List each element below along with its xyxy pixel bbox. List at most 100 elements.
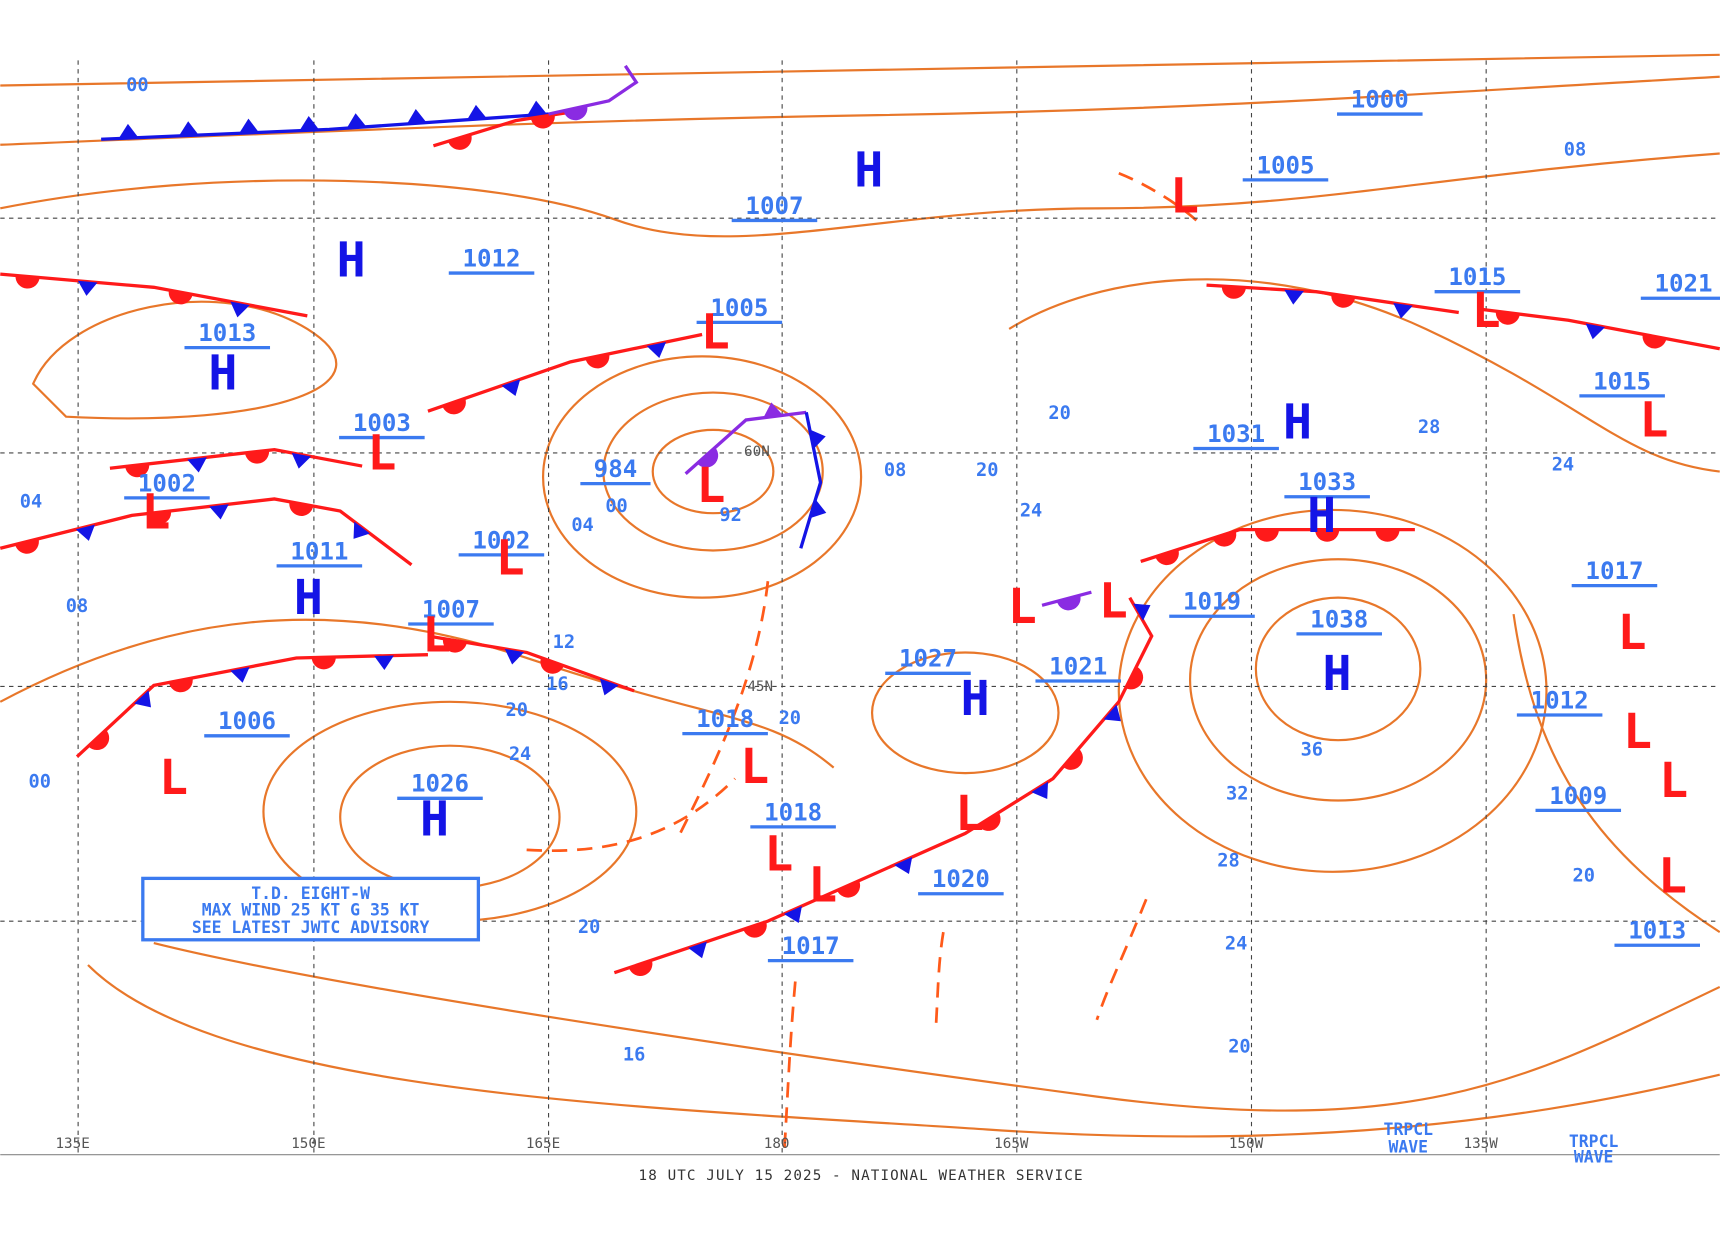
low-symbol: L — [1658, 849, 1687, 905]
front — [109, 447, 363, 470]
low-symbol: L — [1472, 283, 1501, 339]
pressure-label: 1005 — [1256, 151, 1314, 179]
troughs — [526, 171, 1203, 1152]
pressure-label: 1015 — [1448, 263, 1506, 291]
front-semicircle — [1642, 334, 1667, 349]
low-symbol: L — [701, 305, 730, 361]
isobar-label: 16 — [546, 674, 568, 695]
isobar-label: 24 — [1552, 454, 1574, 475]
graticule — [0, 60, 1720, 1156]
front-triangle — [763, 402, 783, 418]
pressure-label: 984 — [594, 455, 638, 483]
front-triangle — [77, 280, 98, 296]
pressure-label: 1007 — [745, 192, 803, 220]
front-semicircle — [628, 960, 653, 977]
tropical-wave-label: WAVE — [1389, 1138, 1429, 1157]
front-semicircle — [837, 880, 861, 898]
front-semicircle — [1495, 311, 1520, 325]
pressure-label: 1021 — [1049, 652, 1107, 680]
isobar-label: 24 — [1020, 501, 1042, 522]
trough — [678, 581, 770, 835]
pressure-label: 1011 — [290, 537, 348, 565]
high-symbol: H — [294, 570, 323, 626]
front-triangle — [178, 121, 199, 136]
longitude-label: 165W — [994, 1136, 1029, 1152]
low-symbol: L — [1659, 753, 1688, 809]
isobar-label: 20 — [1228, 1037, 1250, 1058]
longitude-label: 135W — [1464, 1136, 1499, 1152]
front-semicircle — [978, 812, 1001, 831]
high-symbol: H — [961, 671, 990, 727]
front-semicircle — [1155, 549, 1179, 566]
isobar-label: 00 — [29, 771, 51, 792]
front-semicircle — [289, 501, 314, 516]
front-triangle — [75, 524, 95, 541]
pressure-label: 1018 — [696, 705, 754, 733]
front-semicircle — [530, 114, 555, 129]
isobar — [870, 651, 1060, 775]
front-semicircle — [1125, 666, 1144, 690]
front-triangle — [1133, 603, 1151, 621]
front — [799, 411, 823, 549]
isobar-label: 00 — [605, 496, 627, 517]
front — [75, 653, 428, 758]
high-symbol: H — [1322, 646, 1351, 702]
low-symbol: L — [1099, 573, 1128, 629]
front-semicircle — [15, 538, 39, 554]
isobar — [1512, 613, 1720, 934]
pressure-label: 1026 — [411, 770, 469, 798]
low-symbol: L — [955, 786, 984, 842]
front-semicircle — [697, 447, 719, 468]
pressure-label: 1012 — [463, 244, 521, 272]
tropical-wave-label: TRPCL — [1569, 1132, 1619, 1151]
low-symbol: L — [696, 458, 725, 514]
front-triangle — [230, 666, 250, 683]
front-semicircle — [1221, 286, 1246, 299]
low-symbol: L — [159, 750, 188, 806]
low-symbol: L — [496, 531, 525, 587]
front-triangle — [504, 648, 525, 665]
front-triangle — [467, 104, 487, 120]
low-symbol: L — [808, 857, 837, 913]
pressure-label: 1003 — [353, 409, 411, 437]
advisory-line: SEE LATEST JWTC ADVISORY — [192, 918, 430, 937]
pressure-label: 1006 — [218, 707, 276, 735]
isobar-label: 16 — [623, 1044, 645, 1065]
front-semicircle — [743, 921, 767, 938]
front-semicircle — [1375, 529, 1400, 542]
front-semicircle — [311, 656, 336, 670]
advisory-line: T.D. EIGHT-W — [251, 884, 370, 903]
longitude-label: 180 — [764, 1136, 790, 1152]
front-triangle — [230, 301, 250, 318]
pressure-label: 1013 — [198, 319, 256, 347]
front-triangle — [1031, 781, 1049, 800]
trough — [782, 981, 797, 1152]
trough — [526, 777, 736, 853]
longitude-label: 150E — [291, 1136, 325, 1152]
front-semicircle — [245, 450, 270, 464]
front-semicircle — [563, 105, 588, 121]
isobar — [0, 75, 1720, 146]
front — [427, 332, 703, 413]
pressure-label: 1002 — [138, 469, 196, 497]
isobar-label: 36 — [1301, 740, 1323, 761]
longitude-label: 150W — [1229, 1136, 1264, 1152]
pressure-label: 1013 — [1628, 917, 1686, 945]
isobar — [1188, 558, 1488, 802]
high-symbol: H — [337, 232, 366, 288]
pressure-label: 1017 — [782, 932, 840, 960]
isobar-label: 00 — [126, 75, 148, 96]
front-semicircle — [540, 657, 564, 674]
high-symbol: H — [1307, 488, 1336, 544]
latitude-label: 60N — [744, 444, 770, 460]
front-triangle — [501, 379, 521, 397]
high-symbol: H — [420, 792, 449, 848]
front — [684, 410, 807, 475]
front-triangle — [118, 123, 139, 139]
labels: 135E 150E 165E 180 165W 150W 135W 60N 45N 1000 100… — [20, 75, 1720, 1152]
isobar-label: 32 — [1226, 783, 1248, 804]
isobar — [651, 428, 775, 515]
